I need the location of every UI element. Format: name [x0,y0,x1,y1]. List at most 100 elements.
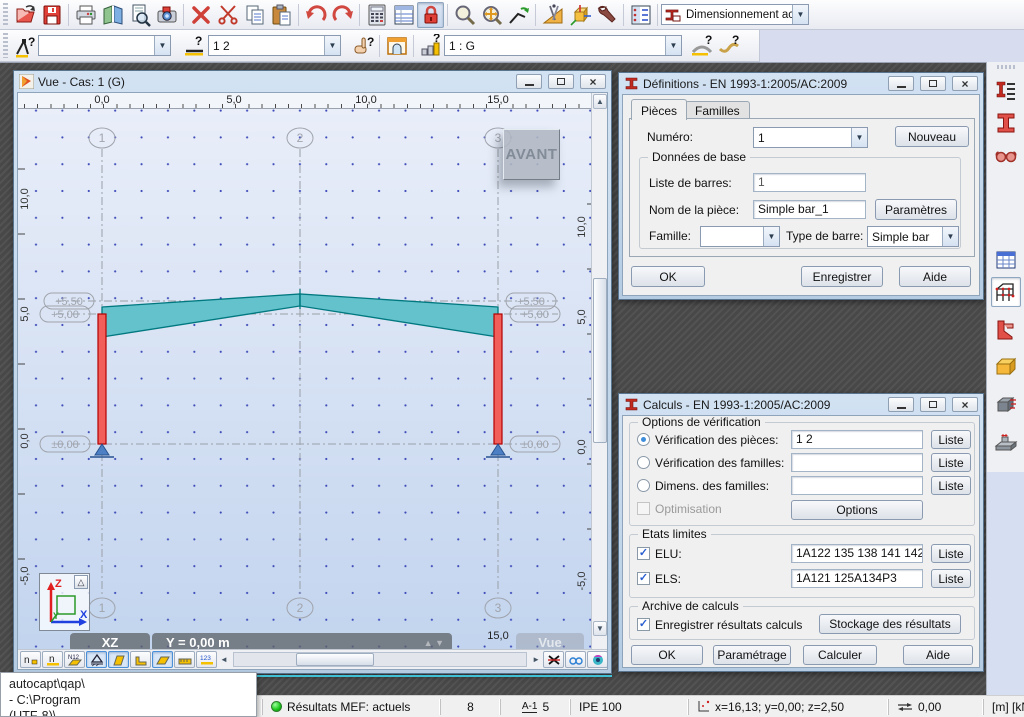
dimensions-display-button[interactable] [174,651,195,668]
definitions-titlebar[interactable]: Définitions - EN 1993-1:2005/AC:2009 × [622,73,980,94]
minimize-button[interactable] [888,76,914,91]
panel-numbers-button[interactable]: N12 [64,651,85,668]
aide-button[interactable]: Aide [899,266,971,287]
tab-pieces[interactable]: Pièces [631,99,688,120]
copy-button[interactable] [241,2,268,28]
member-definitions-button[interactable] [991,76,1021,106]
numbers-display-button[interactable]: 123 [196,651,217,668]
hscroll-left-arrow[interactable]: ◄ [220,655,228,664]
plane-position[interactable]: Y = 0,00 m ▲ ▼ [152,633,452,652]
els-checkbox[interactable]: ✓ [637,572,650,585]
calculation-notes-button[interactable] [390,2,417,28]
redo-button[interactable] [329,2,356,28]
type-barre-combo[interactable]: Simple bar ▼ [867,226,959,247]
connection-design-button[interactable] [991,315,1021,345]
radio-verification-pieces[interactable] [637,433,650,446]
deformation-display-button[interactable]: ? [688,33,715,59]
maximize-button[interactable] [920,76,946,91]
familles-list-field[interactable] [791,453,923,472]
radio-verification-familles[interactable] [637,456,650,469]
maximize-button[interactable] [920,397,946,412]
aide-button[interactable]: Aide [903,645,973,665]
steel-connection-button[interactable] [991,389,1021,419]
screen-capture-button[interactable] [153,2,180,28]
pan-zoom-button[interactable] [478,2,505,28]
minimize-button[interactable] [888,397,914,412]
calculations-titlebar[interactable]: Calculs - EN 1993-1:2005/AC:2009 × [622,394,980,415]
open-button[interactable] [11,2,38,28]
els-field[interactable]: 1A121 125A134P3 [791,569,923,588]
liste-dimens-button[interactable]: Liste [931,476,971,495]
search-document-button[interactable] [126,2,153,28]
ok-button[interactable]: OK [631,645,703,665]
structure-design-button[interactable] [991,277,1021,307]
scroll-down-button[interactable]: ▼ [593,621,607,636]
view-filter-button[interactable] [565,651,586,668]
position-step-arrows[interactable]: ▲ ▼ [423,637,444,648]
profiles-display-button[interactable] [130,651,151,668]
bar-numbers-button[interactable]: n [42,651,63,668]
stockage-button[interactable]: Stockage des résultats [819,614,961,634]
maximize-button[interactable] [548,74,574,89]
save-button[interactable] [38,2,65,28]
liste-pieces-button[interactable]: Liste [931,430,971,449]
print-preview-button[interactable] [99,2,126,28]
pieces-list-field[interactable]: 1 2 [791,430,923,449]
nouveau-button[interactable]: Nouveau [895,126,969,147]
minimize-button[interactable] [516,74,542,89]
panels-display-button[interactable] [152,651,173,668]
view-mode-pill[interactable]: Vue [516,633,584,652]
numero-combo[interactable]: 1 ▼ [753,127,868,148]
pointer-select-button[interactable]: ? [349,33,376,59]
close-button[interactable]: × [580,74,606,89]
tab-familles[interactable]: Familles [685,101,750,120]
supports-display-button[interactable] [86,651,107,668]
hide-selection-button[interactable] [543,651,564,668]
enregistrer-button[interactable]: Enregistrer [801,266,883,287]
foundation-design-button[interactable] [991,426,1021,456]
node-selection-button[interactable]: ? [11,33,38,59]
plane-selector[interactable]: XZ [70,633,150,652]
case-selection-combo[interactable]: 1 : G ▼ [444,35,682,56]
ok-button[interactable]: OK [631,266,705,287]
lock-results-button[interactable] [417,1,444,28]
nom-piece-field[interactable]: Simple bar_1 [753,200,866,219]
timber-design-button[interactable] [991,352,1021,382]
delete-button[interactable] [187,2,214,28]
liste-barres-field[interactable]: 1 [753,173,866,192]
horizontal-scroll-thumb[interactable] [295,653,374,666]
archive-checkbox[interactable]: ✓ [637,618,650,631]
results-status-cell[interactable]: Résultats MEF: actuels [262,698,440,715]
bar-selection-button[interactable]: ? [181,33,208,59]
sections-shape-button[interactable] [108,651,129,668]
liste-els-button[interactable]: Liste [931,569,971,588]
parametrage-button[interactable]: Paramétrage [713,645,791,665]
famille-combo[interactable]: ▼ [700,226,780,247]
horizontal-scrollbar[interactable] [232,652,528,667]
print-button[interactable] [72,2,99,28]
paste-button[interactable] [268,2,295,28]
vertical-scrollbar[interactable]: ▲ ▼ [591,93,607,653]
zoom-button[interactable] [451,2,478,28]
optimisation-checkbox[interactable] [637,502,650,515]
liste-familles-button[interactable]: Liste [931,453,971,472]
view-window-titlebar[interactable]: Vue - Cas: 1 (G) × [17,71,608,92]
node-selection-combo[interactable]: ▼ [38,35,171,56]
dimens-list-field[interactable] [791,476,923,495]
options-button[interactable]: Options [791,500,923,520]
inspect-results-button[interactable] [991,140,1021,170]
results-table-button[interactable] [991,245,1021,275]
measure-button[interactable] [539,2,566,28]
workflow-mode-combo[interactable]: Dimensionnement acier/alumini ▼ [661,4,809,25]
cut-button[interactable] [214,2,241,28]
vertical-scroll-thumb[interactable] [593,278,607,443]
close-button[interactable]: × [952,76,978,91]
layout-manager-button[interactable] [627,2,654,28]
bar-selection-combo[interactable]: 1 2 ▼ [208,35,341,56]
stress-display-button[interactable]: ? [715,33,742,59]
section-profile-button[interactable] [991,108,1021,138]
view-3d-button[interactable] [566,2,593,28]
view-window-button[interactable] [383,33,410,59]
close-button[interactable]: × [952,397,978,412]
